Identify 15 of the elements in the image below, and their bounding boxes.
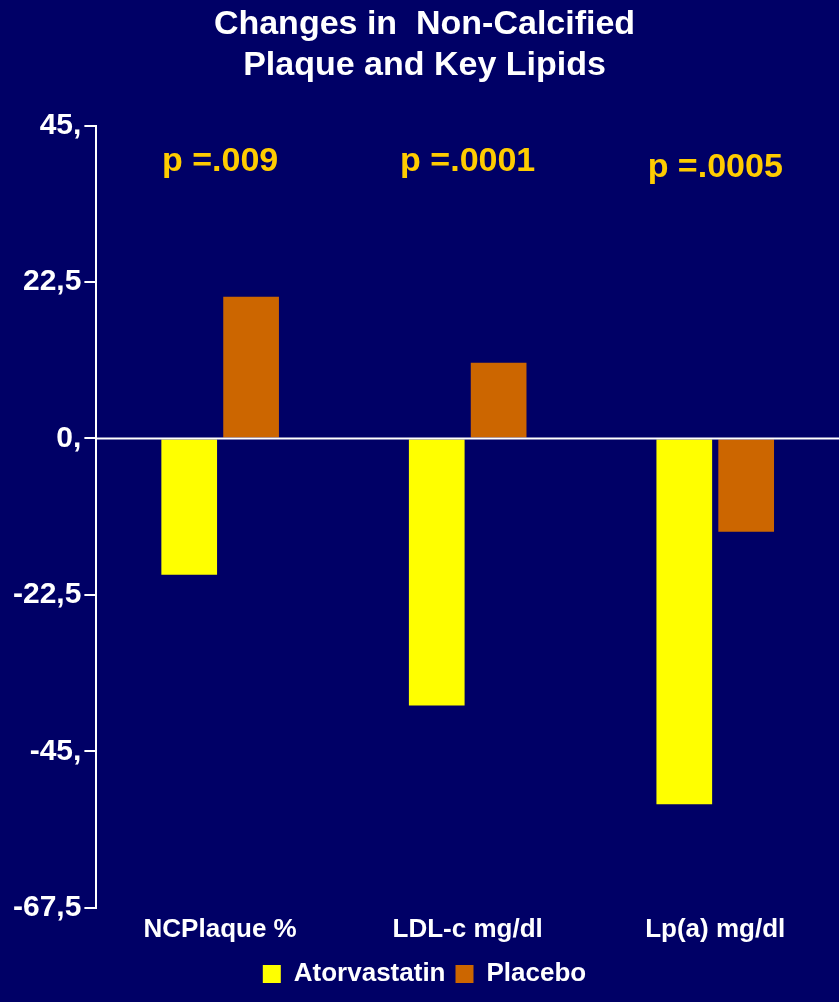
y-tick-label: -67,5 [12,889,82,923]
y-tick-label: 22,5 [22,263,82,297]
annotation: p =.009 [162,139,279,178]
annotation: p =.0005 [647,145,783,184]
y-tick-label: 45, [39,106,82,140]
y-tick-label: -22,5 [12,576,82,610]
x-tick-label: Lp(a) mg/dl [645,912,786,943]
x-tick-label: NCPlaque % [143,912,297,943]
y-tick-label: 0, [56,419,82,453]
y-tick-label: -45, [29,732,82,766]
x-tick-label: LDL-c mg/dl [392,912,543,943]
legend-label: Placebo [486,957,587,988]
chart-title: Changes in Non-Calcified Plaque and Key Lipids [213,2,636,82]
annotation: p =.0001 [400,139,536,178]
legend-label: Atorvastatin [293,957,446,988]
